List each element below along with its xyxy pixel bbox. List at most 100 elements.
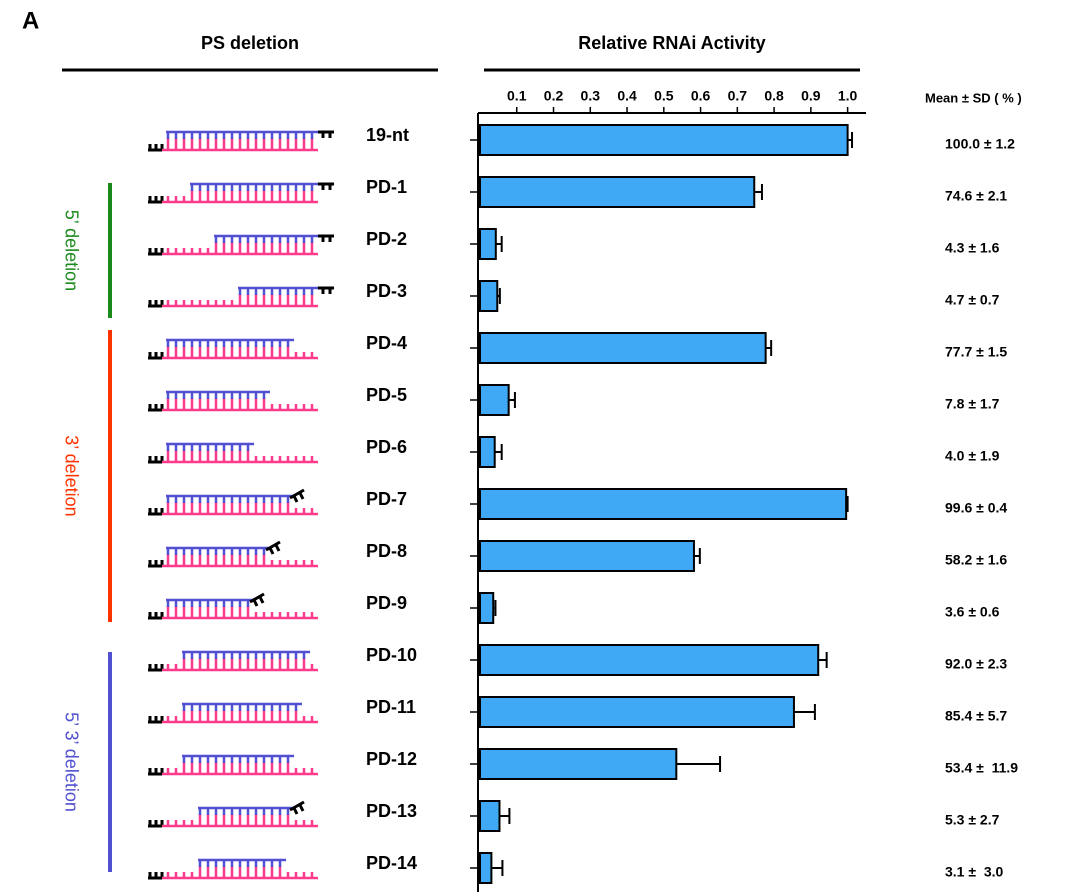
category-label: PD-4 (366, 333, 407, 353)
overhang (318, 132, 334, 138)
category-label: PD-5 (366, 385, 407, 405)
error-bar (794, 704, 815, 720)
passenger-strand (214, 236, 318, 243)
category-label: 19-nt (366, 125, 409, 145)
passenger-strand (198, 860, 286, 867)
overhang (250, 594, 264, 606)
overhang (148, 248, 162, 254)
x-tick-label: 0.9 (801, 88, 821, 104)
bar (480, 853, 491, 883)
value-label: 58.2 ± 1.6 (945, 552, 1007, 568)
guide-strand (162, 294, 318, 306)
overhang (148, 508, 162, 514)
overhang (148, 872, 162, 878)
x-tick-label: 0.1 (507, 88, 527, 104)
guide-strand (162, 762, 318, 774)
guide-strand (162, 554, 318, 566)
passenger-strand (166, 600, 254, 607)
strand-diagram (148, 444, 318, 462)
strand-diagram (148, 802, 318, 826)
passenger-strand (182, 652, 310, 659)
category-label: PD-8 (366, 541, 407, 561)
value-label: 7.8 ± 1.7 (945, 396, 1000, 412)
strand-diagram (148, 340, 318, 358)
error-bar (676, 756, 720, 772)
bar (480, 541, 694, 571)
overhang (148, 144, 162, 150)
x-tick-label: 0.2 (544, 88, 564, 104)
strand-diagram (148, 652, 318, 670)
bar (480, 489, 846, 519)
x-tick-label: 0.5 (654, 88, 674, 104)
guide-strand (162, 814, 318, 826)
left-title: PS deletion (201, 33, 299, 53)
value-label: 85.4 ± 5.7 (945, 708, 1007, 724)
x-tick-label: 0.3 (581, 88, 601, 104)
overhang (266, 542, 280, 554)
guide-strand (162, 242, 318, 254)
x-tick-label: 0.7 (728, 88, 748, 104)
value-label: 5.3 ± 2.7 (945, 812, 1000, 828)
value-label: 92.0 ± 2.3 (945, 656, 1007, 672)
value-label: 4.0 ± 1.9 (945, 448, 1000, 464)
category-label: PD-14 (366, 853, 417, 873)
group-label: 5’ deletion (61, 210, 81, 291)
bar (480, 281, 497, 311)
overhang (148, 352, 162, 358)
overhang (290, 802, 304, 814)
value-label: 100.0 ± 1.2 (945, 136, 1015, 152)
guide-strand (162, 866, 318, 878)
category-label: PD-3 (366, 281, 407, 301)
strand-diagram (148, 542, 318, 566)
category-label: PD-11 (366, 697, 416, 717)
guide-strand (162, 710, 318, 722)
overhang (148, 560, 162, 566)
bar (480, 437, 495, 467)
value-label: 3.6 ± 0.6 (945, 604, 1000, 620)
category-label: PD-6 (366, 437, 407, 457)
value-label: 4.7 ± 0.7 (945, 292, 1000, 308)
overhang (318, 236, 334, 242)
strand-diagram (148, 236, 334, 254)
strand-diagram (148, 288, 334, 306)
guide-strand (162, 190, 318, 202)
chart-title: Relative RNAi Activity (578, 33, 765, 53)
bar (480, 229, 496, 259)
passenger-strand (198, 808, 294, 815)
passenger-strand (166, 444, 254, 451)
category-label: PD-12 (366, 749, 417, 769)
category-label: PD-13 (366, 801, 417, 821)
passenger-strand (166, 132, 318, 139)
category-label: PD-10 (366, 645, 417, 665)
passenger-strand (166, 340, 294, 347)
x-tick-label: 0.8 (764, 88, 784, 104)
value-label-title: Mean ± SD ( % ) (925, 90, 1022, 105)
category-label: PD-1 (366, 177, 407, 197)
error-bar (818, 652, 826, 668)
error-bar (754, 184, 762, 200)
value-label: 77.7 ± 1.5 (945, 344, 1007, 360)
category-label: PD-7 (366, 489, 407, 509)
strand-diagram (148, 184, 334, 202)
overhang (148, 404, 162, 410)
overhang (148, 768, 162, 774)
strand-diagram (148, 392, 318, 410)
passenger-strand (166, 548, 270, 555)
passenger-strand (190, 184, 318, 191)
guide-strand (162, 502, 318, 514)
bar (480, 125, 848, 155)
value-label: 3.1 ± 3.0 (945, 864, 1003, 880)
panel-label: A (22, 7, 39, 34)
passenger-strand (166, 496, 294, 503)
category-label: PD-2 (366, 229, 407, 249)
passenger-strand (166, 392, 270, 399)
overhang (148, 716, 162, 722)
overhang (318, 288, 334, 294)
error-bar (491, 860, 502, 876)
strand-diagram (148, 132, 334, 150)
figure: A PS deletion Relative RNAi Activity Mea… (0, 0, 1069, 892)
bar (480, 593, 493, 623)
guide-strand (162, 450, 318, 462)
passenger-strand (182, 756, 294, 763)
group-label: 3’ deletion (61, 435, 81, 516)
